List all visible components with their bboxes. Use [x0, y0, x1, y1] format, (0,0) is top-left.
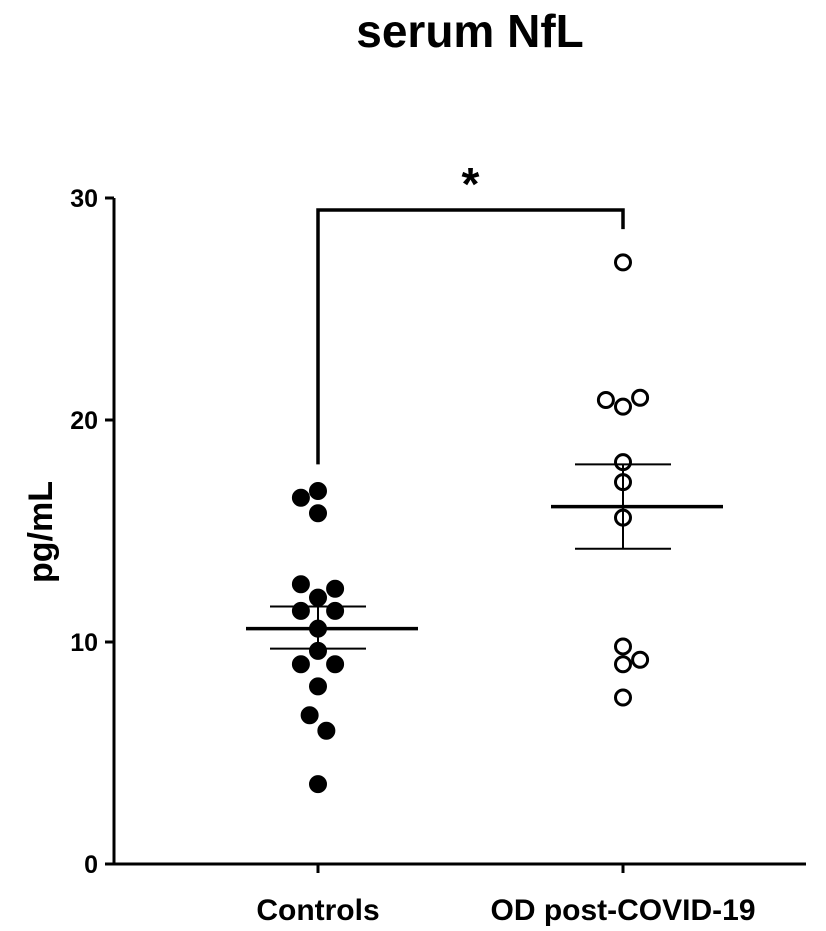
- control-point: [300, 706, 319, 725]
- x-axis-labels: Controls OD post-COVID-19: [256, 864, 756, 927]
- od-post-covid-point: [614, 397, 632, 416]
- control-point: [291, 601, 310, 620]
- control-point: [309, 588, 327, 607]
- y-axis: 0 10 20 30: [70, 185, 806, 879]
- y-tick-label: 30: [70, 185, 98, 213]
- control-point: [326, 655, 345, 674]
- od-post-covid-point: [614, 637, 632, 656]
- od-post-covid-point: [596, 391, 615, 410]
- y-tick-label: 10: [70, 629, 98, 657]
- control-point: [309, 677, 327, 696]
- y-tick-label: 0: [84, 851, 98, 879]
- chart-title: serum NfL: [356, 5, 583, 57]
- data-points: [291, 253, 650, 794]
- control-point: [326, 579, 345, 598]
- control-point: [291, 655, 310, 674]
- control-point: [309, 504, 327, 523]
- od-post-covid-point: [614, 688, 632, 707]
- od-post-covid-point: [614, 655, 632, 674]
- mean-sem-bars: [246, 463, 723, 650]
- significance-label: *: [462, 158, 480, 210]
- y-tick-label: 20: [70, 407, 98, 435]
- x-tick-label: OD post-COVID-19: [490, 894, 755, 927]
- significance-bracket-group: *: [316, 158, 625, 465]
- control-point: [317, 721, 336, 740]
- control-point: [309, 482, 327, 501]
- control-point: [291, 575, 310, 594]
- control-point: [326, 601, 345, 620]
- od-post-covid-point: [631, 650, 650, 669]
- control-point: [291, 488, 310, 507]
- y-axis-label: pg/mL: [22, 481, 60, 583]
- x-tick-label: Controls: [256, 894, 379, 927]
- od-post-covid-point: [614, 253, 632, 272]
- od-post-covid-point: [631, 388, 650, 407]
- control-point: [309, 775, 327, 794]
- significance-bracket: [316, 208, 625, 465]
